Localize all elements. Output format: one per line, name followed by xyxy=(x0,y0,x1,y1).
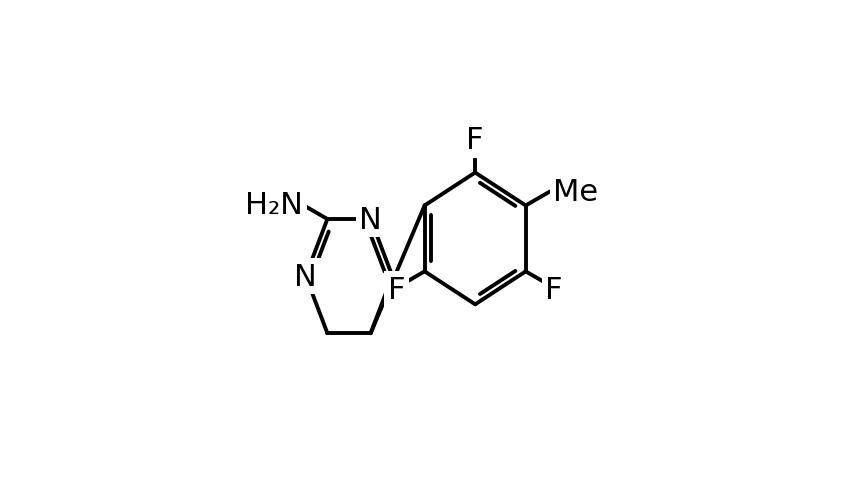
Text: Me: Me xyxy=(553,178,598,206)
Text: F: F xyxy=(545,275,563,304)
Text: H₂N: H₂N xyxy=(245,191,303,220)
Text: N: N xyxy=(360,205,382,234)
Text: F: F xyxy=(467,126,484,155)
Text: N: N xyxy=(294,262,317,291)
Text: F: F xyxy=(388,275,405,304)
